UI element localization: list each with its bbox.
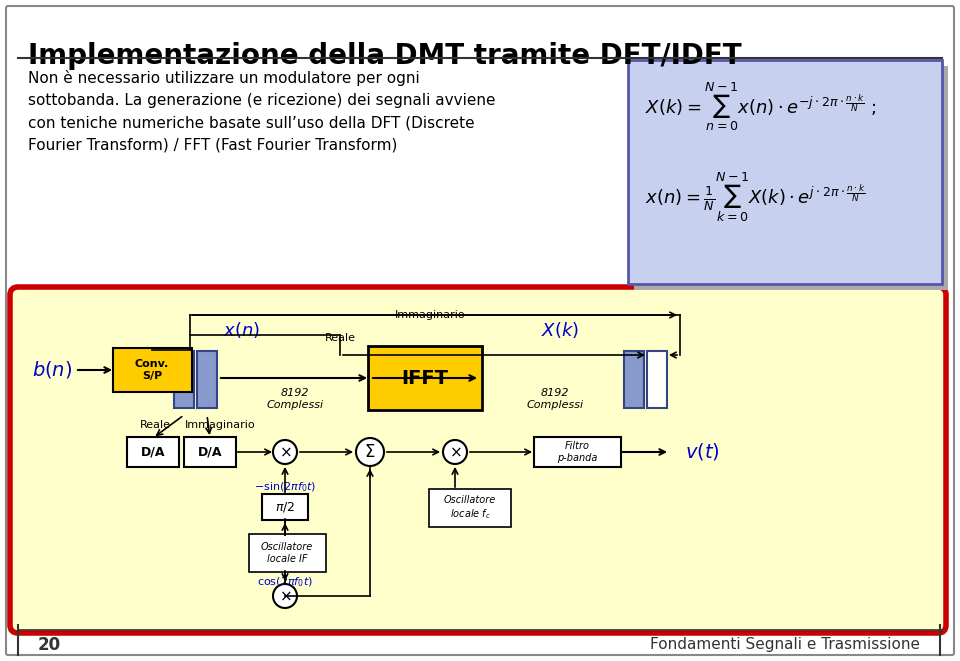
FancyBboxPatch shape bbox=[368, 346, 482, 410]
Text: $\pi/2$: $\pi/2$ bbox=[276, 500, 295, 514]
Text: Immaginario: Immaginario bbox=[184, 420, 255, 430]
Text: 8192
Complessi: 8192 Complessi bbox=[267, 388, 324, 410]
Text: $\times$: $\times$ bbox=[448, 444, 462, 459]
Text: Non è necessario utilizzare un modulatore per ogni
sottobanda. La generazione (e: Non è necessario utilizzare un modulator… bbox=[28, 70, 495, 153]
Circle shape bbox=[356, 438, 384, 466]
Text: $v(t)$: $v(t)$ bbox=[685, 442, 720, 463]
Text: $X(k)$: $X(k)$ bbox=[541, 320, 579, 340]
Text: 20: 20 bbox=[38, 636, 61, 654]
Text: Reale: Reale bbox=[324, 333, 355, 343]
Text: Fondamenti Segnali e Trasmissione: Fondamenti Segnali e Trasmissione bbox=[650, 637, 920, 652]
Text: D/A: D/A bbox=[141, 446, 165, 459]
Text: Reale: Reale bbox=[139, 420, 171, 430]
Text: $x(n)$: $x(n)$ bbox=[224, 320, 260, 340]
Text: $\times$: $\times$ bbox=[278, 588, 291, 603]
FancyBboxPatch shape bbox=[634, 66, 948, 290]
Text: $-\sin(2\pi f_0 t)$: $-\sin(2\pi f_0 t)$ bbox=[253, 480, 316, 494]
FancyBboxPatch shape bbox=[184, 437, 236, 467]
FancyBboxPatch shape bbox=[10, 287, 946, 633]
Text: D/A: D/A bbox=[198, 446, 223, 459]
FancyBboxPatch shape bbox=[174, 351, 194, 408]
FancyBboxPatch shape bbox=[197, 351, 217, 408]
FancyBboxPatch shape bbox=[534, 437, 621, 467]
FancyBboxPatch shape bbox=[262, 494, 308, 520]
Text: 8192
Complessi: 8192 Complessi bbox=[526, 388, 584, 410]
Circle shape bbox=[273, 584, 297, 608]
Text: Filtro
p-banda: Filtro p-banda bbox=[557, 441, 597, 463]
FancyBboxPatch shape bbox=[127, 437, 179, 467]
Circle shape bbox=[443, 440, 467, 464]
Text: Oscillatore
locale IF: Oscillatore locale IF bbox=[261, 542, 313, 564]
FancyBboxPatch shape bbox=[647, 351, 667, 408]
FancyBboxPatch shape bbox=[6, 6, 954, 655]
Text: $x(n) = \frac{1}{N}\sum_{k=0}^{N-1} X(k) \cdot e^{j \cdot 2\pi \cdot \frac{n \cd: $x(n) = \frac{1}{N}\sum_{k=0}^{N-1} X(k)… bbox=[645, 170, 866, 223]
FancyBboxPatch shape bbox=[429, 489, 511, 527]
FancyBboxPatch shape bbox=[249, 534, 326, 572]
Text: $X(k) = \sum_{n=0}^{N-1} x(n) \cdot e^{-j \cdot 2\pi \cdot \frac{n \cdot k}{N}}$: $X(k) = \sum_{n=0}^{N-1} x(n) \cdot e^{-… bbox=[645, 80, 876, 133]
Text: $\times$: $\times$ bbox=[278, 444, 291, 459]
Text: Oscillatore
locale $f_c$: Oscillatore locale $f_c$ bbox=[444, 495, 496, 521]
Text: Conv.
S/P: Conv. S/P bbox=[134, 359, 169, 381]
Circle shape bbox=[273, 440, 297, 464]
FancyBboxPatch shape bbox=[113, 348, 192, 392]
FancyBboxPatch shape bbox=[624, 351, 644, 408]
Text: $\cos(2\pi f_0 t)$: $\cos(2\pi f_0 t)$ bbox=[257, 575, 313, 588]
Text: $b(n)$: $b(n)$ bbox=[32, 360, 72, 381]
Text: Implementazione della DMT tramite DFT/IDFT: Implementazione della DMT tramite DFT/ID… bbox=[28, 42, 742, 70]
FancyBboxPatch shape bbox=[628, 60, 942, 284]
Text: IFFT: IFFT bbox=[401, 368, 448, 387]
Text: $\Sigma$: $\Sigma$ bbox=[364, 443, 375, 461]
Text: Immaginario: Immaginario bbox=[395, 310, 466, 320]
